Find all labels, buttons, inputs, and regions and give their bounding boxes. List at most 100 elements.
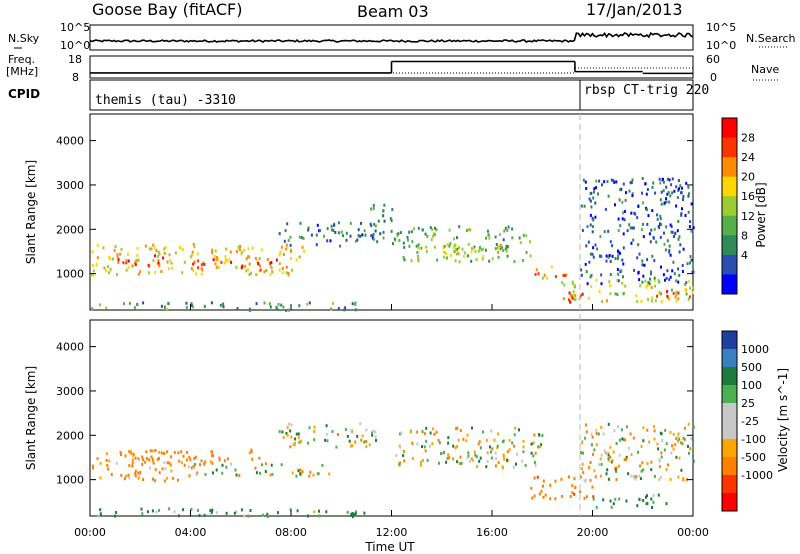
data-cell <box>622 182 625 186</box>
data-cell <box>632 226 635 230</box>
data-cell <box>590 432 593 436</box>
data-cell <box>675 204 678 208</box>
cpid-panel-frame <box>89 79 694 111</box>
data-cell <box>622 292 625 296</box>
data-cell <box>270 463 273 467</box>
data-cell <box>647 281 650 284</box>
data-cell <box>277 511 279 515</box>
velocity-cbar-swatch <box>722 349 737 368</box>
data-cell <box>209 512 212 516</box>
data-cell <box>688 225 691 229</box>
data-cell <box>281 267 284 270</box>
data-cell <box>665 225 668 229</box>
data-cell <box>434 245 436 249</box>
data-cell <box>662 189 665 193</box>
data-cell <box>638 497 641 501</box>
data-cell <box>163 479 166 483</box>
data-cell <box>291 471 294 475</box>
data-cell <box>616 249 619 253</box>
power-cbar-swatch <box>722 137 737 158</box>
data-cell <box>357 234 360 238</box>
data-cell <box>185 301 188 305</box>
data-cell <box>672 432 675 436</box>
data-cell <box>665 442 668 446</box>
data-cell <box>112 257 114 261</box>
data-cell <box>235 510 238 514</box>
data-cell <box>462 437 465 441</box>
data-cell <box>536 475 539 479</box>
data-cell <box>286 222 289 226</box>
x-tick-label: 12:00 <box>376 526 408 539</box>
data-cell <box>148 458 151 462</box>
data-cell <box>297 469 300 473</box>
data-cell <box>142 301 145 305</box>
power-cbar-swatch <box>722 157 737 178</box>
data-cell <box>490 429 493 433</box>
data-cell <box>235 250 238 253</box>
data-cell <box>399 445 402 449</box>
data-cell <box>581 439 584 443</box>
velocity-cbar-swatch <box>722 493 737 512</box>
data-cell <box>600 426 603 429</box>
data-cell <box>137 476 140 480</box>
data-cell <box>452 237 455 241</box>
data-cell <box>467 454 470 458</box>
data-cell <box>660 223 663 227</box>
data-cell <box>222 305 225 309</box>
data-cell <box>125 259 128 263</box>
data-cell <box>664 278 666 282</box>
velocity-cbar-tick: 1000 <box>741 343 769 356</box>
data-cell <box>654 191 657 195</box>
data-cell <box>502 249 505 253</box>
data-cell <box>474 250 477 254</box>
data-cell <box>269 273 272 277</box>
data-cell <box>537 272 540 276</box>
data-cell <box>260 463 263 467</box>
data-cell <box>114 514 117 518</box>
data-cell <box>621 437 624 441</box>
data-cell <box>571 491 574 495</box>
data-cell <box>682 194 685 198</box>
data-cell <box>580 273 583 277</box>
data-cell <box>235 473 238 477</box>
data-cell <box>318 472 320 476</box>
data-cell <box>233 511 236 515</box>
data-cell <box>659 475 662 479</box>
data-cell <box>308 301 311 305</box>
data-cell <box>278 232 281 236</box>
data-cell <box>554 479 557 483</box>
data-cell <box>308 474 311 478</box>
data-cell <box>609 292 612 296</box>
data-cell <box>683 437 686 441</box>
data-cell <box>641 177 644 180</box>
data-cell <box>605 254 608 258</box>
data-cell <box>588 260 591 264</box>
data-cell <box>522 450 525 454</box>
data-cell <box>332 301 335 305</box>
data-cell <box>134 261 136 265</box>
data-cell <box>582 451 584 455</box>
data-cell <box>673 189 676 193</box>
data-cell <box>572 282 574 286</box>
data-cell <box>501 245 504 249</box>
data-cell <box>574 284 577 288</box>
data-cell <box>502 439 505 443</box>
data-cell <box>466 456 469 460</box>
data-cell <box>152 243 155 247</box>
data-cell <box>269 305 272 309</box>
data-cell <box>600 255 603 258</box>
data-cell <box>646 258 649 262</box>
data-cell <box>607 453 610 457</box>
data-cell <box>620 269 623 273</box>
data-cell <box>669 253 672 257</box>
freq-panel-frame <box>89 55 694 79</box>
data-cell <box>190 507 193 511</box>
velocity-cbar-tick: -1000 <box>741 469 773 482</box>
data-cell <box>648 282 651 286</box>
data-cell <box>398 239 401 242</box>
data-cell <box>174 251 177 255</box>
data-cell <box>590 443 593 447</box>
data-cell <box>188 474 191 478</box>
data-cell <box>177 451 180 455</box>
data-cell <box>152 259 155 263</box>
